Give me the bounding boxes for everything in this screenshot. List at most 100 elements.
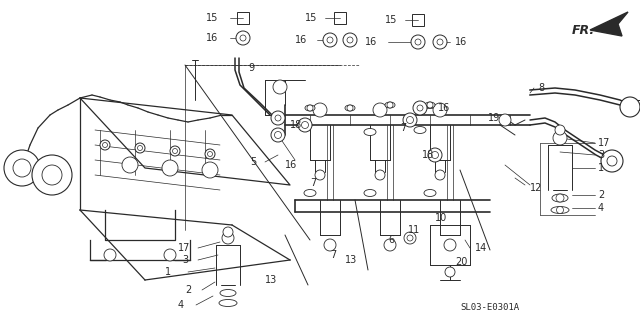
Circle shape bbox=[162, 160, 178, 176]
Circle shape bbox=[556, 194, 564, 202]
Circle shape bbox=[406, 116, 413, 123]
Text: 14: 14 bbox=[475, 243, 487, 253]
Text: 11: 11 bbox=[408, 225, 420, 235]
Text: 18: 18 bbox=[290, 120, 302, 130]
Circle shape bbox=[301, 122, 308, 129]
Text: 12: 12 bbox=[530, 183, 542, 193]
Text: 19: 19 bbox=[488, 113, 500, 123]
Ellipse shape bbox=[220, 290, 236, 296]
Circle shape bbox=[323, 33, 337, 47]
FancyBboxPatch shape bbox=[237, 12, 249, 24]
Ellipse shape bbox=[219, 300, 237, 307]
Circle shape bbox=[202, 162, 218, 178]
Circle shape bbox=[164, 249, 176, 261]
Circle shape bbox=[553, 131, 567, 145]
Circle shape bbox=[601, 150, 623, 172]
Circle shape bbox=[207, 152, 212, 157]
Circle shape bbox=[275, 115, 281, 121]
Circle shape bbox=[313, 103, 327, 117]
Text: 15: 15 bbox=[305, 13, 317, 23]
Circle shape bbox=[607, 156, 617, 166]
Circle shape bbox=[387, 102, 393, 108]
Text: 17: 17 bbox=[178, 243, 190, 253]
Text: 3: 3 bbox=[598, 150, 604, 160]
Circle shape bbox=[135, 143, 145, 153]
Circle shape bbox=[435, 170, 445, 180]
Text: 6: 6 bbox=[388, 235, 394, 245]
FancyBboxPatch shape bbox=[412, 14, 424, 26]
Text: 16: 16 bbox=[206, 33, 218, 43]
Ellipse shape bbox=[424, 189, 436, 197]
Circle shape bbox=[373, 103, 387, 117]
Text: 15: 15 bbox=[385, 15, 397, 25]
Circle shape bbox=[413, 101, 427, 115]
Circle shape bbox=[415, 39, 421, 45]
Ellipse shape bbox=[364, 129, 376, 136]
Ellipse shape bbox=[364, 189, 376, 197]
Text: 1: 1 bbox=[165, 267, 171, 277]
Circle shape bbox=[315, 170, 325, 180]
Circle shape bbox=[122, 157, 138, 173]
Circle shape bbox=[343, 33, 357, 47]
Circle shape bbox=[431, 152, 438, 159]
Circle shape bbox=[411, 35, 425, 49]
Polygon shape bbox=[590, 12, 628, 36]
Circle shape bbox=[384, 239, 396, 251]
Ellipse shape bbox=[551, 206, 569, 213]
Text: 13: 13 bbox=[345, 255, 357, 265]
Circle shape bbox=[222, 232, 234, 244]
Circle shape bbox=[32, 155, 72, 195]
Circle shape bbox=[271, 128, 285, 142]
Text: 20: 20 bbox=[455, 257, 467, 267]
Circle shape bbox=[499, 114, 511, 126]
Circle shape bbox=[347, 105, 353, 111]
Circle shape bbox=[138, 145, 143, 151]
Circle shape bbox=[433, 35, 447, 49]
Circle shape bbox=[275, 131, 282, 138]
Circle shape bbox=[428, 148, 442, 162]
Text: 16: 16 bbox=[438, 103, 451, 113]
Circle shape bbox=[327, 37, 333, 43]
Circle shape bbox=[407, 235, 413, 241]
Text: 13: 13 bbox=[265, 275, 277, 285]
Ellipse shape bbox=[425, 102, 435, 108]
Circle shape bbox=[170, 146, 180, 156]
Circle shape bbox=[620, 97, 640, 117]
Text: 16: 16 bbox=[365, 37, 377, 47]
Circle shape bbox=[205, 149, 215, 159]
Ellipse shape bbox=[305, 105, 315, 111]
Text: 3: 3 bbox=[182, 255, 188, 265]
Text: 17: 17 bbox=[598, 138, 611, 148]
Circle shape bbox=[444, 239, 456, 251]
Circle shape bbox=[102, 143, 108, 147]
Circle shape bbox=[427, 102, 433, 108]
Circle shape bbox=[403, 113, 417, 127]
Circle shape bbox=[437, 39, 443, 45]
Text: 2: 2 bbox=[598, 190, 604, 200]
Text: 4: 4 bbox=[178, 300, 184, 310]
Text: FR.: FR. bbox=[572, 24, 595, 36]
Text: 16: 16 bbox=[455, 37, 467, 47]
Circle shape bbox=[100, 140, 110, 150]
Circle shape bbox=[307, 105, 313, 111]
Text: 5: 5 bbox=[250, 157, 256, 167]
Text: 10: 10 bbox=[435, 213, 447, 223]
Circle shape bbox=[347, 37, 353, 43]
Circle shape bbox=[273, 80, 287, 94]
Circle shape bbox=[4, 150, 40, 186]
Text: 18: 18 bbox=[422, 150, 435, 160]
Circle shape bbox=[173, 149, 177, 153]
FancyBboxPatch shape bbox=[334, 12, 346, 24]
Text: 7: 7 bbox=[330, 250, 336, 260]
Text: 1: 1 bbox=[598, 163, 604, 173]
Circle shape bbox=[557, 206, 563, 213]
Circle shape bbox=[104, 249, 116, 261]
Ellipse shape bbox=[385, 102, 395, 108]
Circle shape bbox=[555, 125, 565, 135]
Ellipse shape bbox=[414, 127, 426, 133]
Circle shape bbox=[404, 232, 416, 244]
Ellipse shape bbox=[552, 194, 568, 202]
Circle shape bbox=[324, 239, 336, 251]
Circle shape bbox=[433, 103, 447, 117]
Text: 16: 16 bbox=[295, 35, 307, 45]
